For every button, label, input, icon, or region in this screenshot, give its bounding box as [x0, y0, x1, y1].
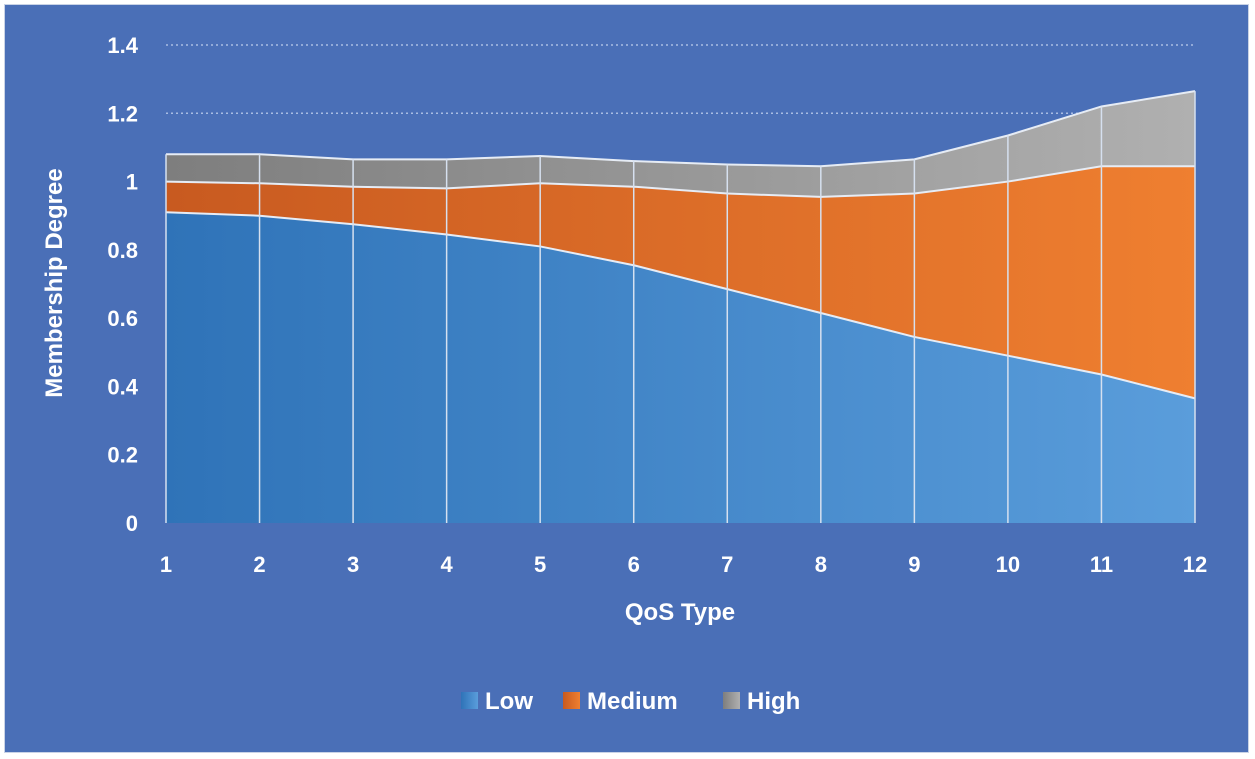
series-area-high [166, 91, 1195, 197]
x-tick-6: 6 [628, 552, 640, 577]
y-axis-title: Membership Degree [41, 168, 68, 397]
legend-swatch-low [461, 692, 478, 709]
y-tick-2: 0.4 [107, 374, 138, 399]
category-dividers [165, 91, 1196, 523]
y-tick-1: 0.2 [107, 443, 138, 468]
legend-item-medium: Medium [563, 688, 678, 715]
y-tick-3: 0.6 [107, 306, 138, 331]
x-tick-10: 10 [996, 552, 1020, 577]
series-line-low [165, 211, 1196, 400]
x-axis-title: QoS Type [625, 599, 735, 626]
series-area-medium [166, 166, 1195, 399]
x-tick-9: 9 [908, 552, 920, 577]
series-line-high [166, 90, 1196, 168]
x-tick-3: 3 [347, 552, 359, 577]
y-tick-4: 0.8 [107, 238, 138, 263]
legend: Low Medium High [461, 688, 800, 715]
y-tick-labels: 0 0.2 0.4 0.6 0.8 1 1.2 1.4 [107, 33, 138, 536]
y-tick-7: 1.4 [107, 33, 138, 58]
x-tick-labels: 1 2 3 4 5 6 7 8 9 10 11 12 [160, 552, 1207, 577]
x-tick-5: 5 [534, 552, 546, 577]
series-area-low [166, 212, 1195, 524]
y-tick-0: 0 [126, 511, 138, 536]
y-tick-6: 1.2 [107, 101, 138, 126]
x-tick-4: 4 [441, 552, 454, 577]
x-tick-2: 2 [253, 552, 265, 577]
legend-item-high: High [723, 688, 800, 715]
x-tick-8: 8 [815, 552, 827, 577]
x-tick-1: 1 [160, 552, 172, 577]
x-tick-11: 11 [1090, 552, 1113, 577]
legend-swatch-high [723, 692, 740, 709]
legend-label-medium: Medium [587, 688, 678, 715]
legend-label-low: Low [485, 688, 533, 715]
y-tick-5: 1 [126, 170, 138, 195]
legend-item-low: Low [461, 688, 533, 715]
legend-swatch-medium [563, 692, 580, 709]
x-tick-12: 12 [1183, 552, 1207, 577]
series-areas [165, 90, 1196, 524]
legend-label-high: High [747, 688, 800, 715]
series-line-medium [165, 165, 1195, 198]
x-tick-7: 7 [721, 552, 733, 577]
